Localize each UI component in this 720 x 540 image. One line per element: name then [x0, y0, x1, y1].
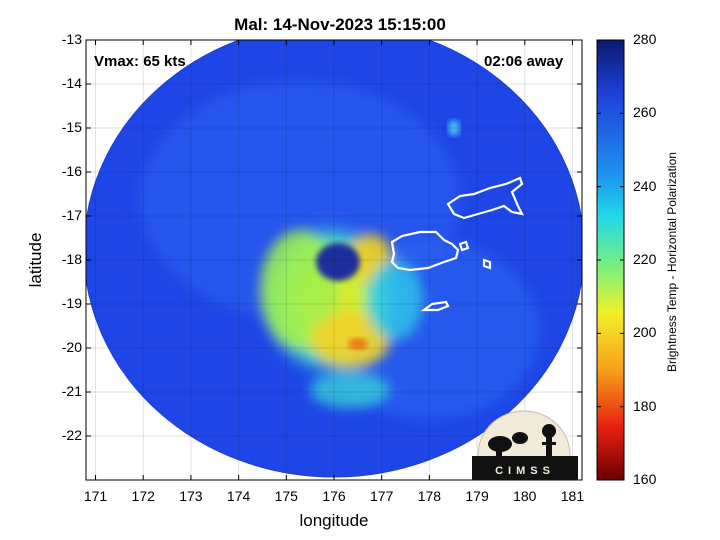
x-tick-label: 178 [417, 488, 442, 504]
colorbar-tick-label: 180 [633, 397, 657, 414]
y-axis-label: latitude [26, 232, 45, 288]
y-tick-label: -17 [61, 207, 82, 223]
y-tick-label: -13 [61, 31, 82, 47]
cimss-logo: CIMSS [472, 410, 578, 480]
x-tick-label: 177 [370, 488, 394, 504]
y-tick-label: -15 [61, 119, 82, 135]
time-away-annotation: 02:06 away [484, 53, 564, 70]
coastlines [390, 176, 524, 312]
y-tick-label: -18 [61, 251, 82, 267]
colorbar-label: Brightness Temp - Horizontal Polarizatio… [665, 152, 679, 372]
x-tick-label: 179 [465, 488, 489, 504]
x-tick-label: 174 [226, 488, 251, 504]
x-tick-label: 180 [513, 488, 537, 504]
vmax-annotation: Vmax: 65 kts [94, 53, 186, 70]
logo-text: CIMSS [495, 465, 555, 477]
colorbar-tick-label: 240 [633, 177, 657, 194]
y-tick-label: -14 [61, 75, 82, 91]
colorbar-tick-label: 160 [633, 471, 657, 487]
colorbar-tick-label: 260 [633, 104, 657, 121]
y-tick-label: -20 [61, 339, 82, 355]
x-tick-label: 173 [179, 488, 203, 504]
y-tick-label: -19 [61, 295, 82, 311]
x-tick-label: 172 [131, 488, 155, 504]
x-axis-label: longitude [299, 511, 369, 530]
storm-eye [316, 243, 360, 281]
x-tick-label: 181 [560, 488, 585, 504]
brightness-temperature-field [86, 40, 582, 478]
colorbar-tick-label: 220 [633, 251, 657, 267]
y-tick-label: -21 [61, 383, 82, 399]
colorbar-tick-label: 280 [633, 31, 657, 47]
chart-title: Mal: 14-Nov-2023 15:15:00 [234, 15, 446, 34]
colorbar [596, 39, 625, 481]
x-tick-label: 176 [322, 488, 346, 504]
x-tick-label: 175 [274, 488, 298, 504]
y-tick-label: -16 [61, 163, 82, 179]
colorbar-tick-label: 200 [633, 324, 657, 341]
x-tick-label: 171 [83, 488, 108, 504]
y-tick-label: -22 [61, 427, 82, 443]
